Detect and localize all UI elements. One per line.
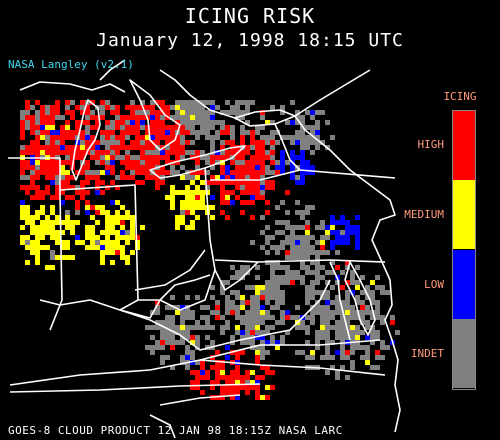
lake-michigan-outline [71, 99, 101, 181]
legend-label-low: LOW [424, 278, 444, 291]
wi-mi-border [8, 157, 61, 195]
credit-label: NASA Langley (v2.1) [8, 58, 134, 71]
chesapeake-outline [329, 261, 351, 341]
legend-swatch-indet [453, 319, 475, 388]
southern-border [9, 383, 261, 393]
lake-erie-outline [149, 145, 246, 179]
legend-bar [452, 110, 476, 390]
stlawrence-border [294, 69, 371, 117]
oh-pa-border [204, 167, 216, 271]
wv-outline [138, 261, 259, 311]
legend-swatch-high [453, 111, 475, 180]
sc-border [159, 394, 241, 406]
state-boundaries [8, 59, 401, 439]
pa-ny-border [210, 169, 396, 181]
lake-mi-north [99, 59, 126, 81]
nc-va-border [199, 339, 381, 361]
legend-title: ICING [443, 90, 477, 103]
legend-label-indet: INDET [410, 347, 444, 360]
il-in-border [49, 194, 63, 331]
appalachian-boundary [134, 249, 206, 291]
legend-label-medium: MEDIUM [404, 208, 444, 221]
lake-huron-outline [129, 79, 181, 151]
in-oh-border [59, 184, 139, 311]
footer-caption: GOES-8 CLOUD PRODUCT 12 JAN 98 18:15Z NA… [8, 424, 343, 437]
map-subtitle: January 12, 1998 18:15 UTC [96, 30, 404, 51]
pa-md-border [214, 259, 386, 263]
lake-superior-outline [19, 81, 126, 93]
map-title: ICING RISK [184, 4, 316, 28]
canada-border-east [159, 69, 236, 119]
legend-label-high: HIGH [417, 138, 445, 151]
delmarva-outline [344, 261, 376, 336]
legend-swatch-low [453, 250, 475, 319]
ohio-river [39, 274, 211, 319]
va-ky-border [119, 279, 331, 351]
ga-border [149, 414, 176, 439]
legend-swatch-medium [453, 180, 475, 249]
ny-vt-border [274, 123, 301, 171]
atlantic-coast [294, 115, 401, 433]
